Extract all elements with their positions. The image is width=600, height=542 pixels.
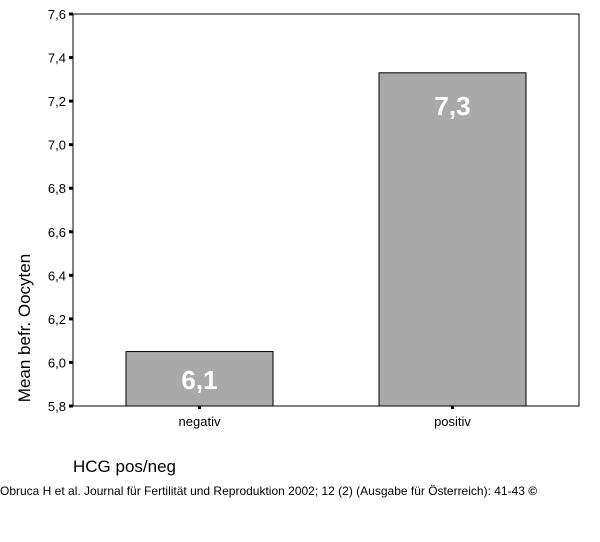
bars: 6,1 7,3 bbox=[125, 72, 527, 407]
bar-positiv bbox=[378, 72, 527, 407]
y-tick-label: 6,4 bbox=[48, 268, 66, 283]
y-tick-label: 7,0 bbox=[48, 138, 66, 153]
y-tick-label: 6,0 bbox=[48, 355, 66, 370]
copyright-symbol: © bbox=[528, 484, 538, 498]
citation-text: Obruca H et al. Journal für Fertilität u… bbox=[0, 484, 525, 498]
plot-frame bbox=[72, 13, 580, 407]
x-axis: negativ positiv bbox=[179, 406, 471, 429]
source-citation: Obruca H et al. Journal für Fertilität u… bbox=[0, 484, 600, 498]
bar-negativ bbox=[125, 351, 274, 407]
y-axis-title: Mean befr. Oocyten bbox=[15, 254, 34, 402]
y-tick-label: 6,6 bbox=[48, 225, 66, 240]
y-tick-label: 7,6 bbox=[48, 7, 66, 22]
y-tick-label: 7,4 bbox=[48, 51, 66, 66]
bar-value-label: 7,3 bbox=[434, 91, 470, 121]
bar-value-label: 6,1 bbox=[181, 365, 217, 395]
bar-chart: 5,8 6,0 6,2 6,4 6,6 6,8 7,0 7,2 7,4 7,6 6,1 7,3 ne… bbox=[15, 7, 580, 476]
y-tick-label: 6,2 bbox=[48, 312, 66, 327]
y-tick-label: 7,2 bbox=[48, 94, 66, 109]
x-axis-title: HCG pos/neg bbox=[73, 457, 176, 476]
y-axis: 5,8 6,0 6,2 6,4 6,6 6,8 7,0 7,2 7,4 7,6 bbox=[48, 7, 73, 414]
y-tick-label: 5,8 bbox=[48, 399, 66, 414]
y-tick-label: 6,8 bbox=[48, 181, 66, 196]
x-tick-label: positiv bbox=[434, 414, 471, 429]
x-tick-label: negativ bbox=[179, 414, 221, 429]
